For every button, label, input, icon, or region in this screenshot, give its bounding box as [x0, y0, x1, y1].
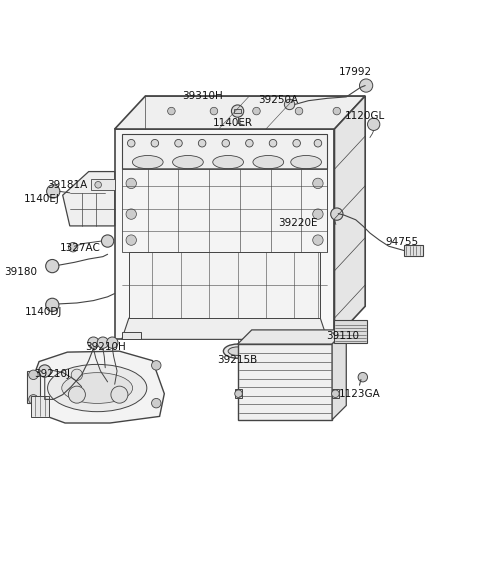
- Circle shape: [198, 140, 206, 147]
- Circle shape: [126, 178, 136, 189]
- Circle shape: [235, 390, 242, 397]
- Text: 1327AC: 1327AC: [60, 243, 101, 253]
- Polygon shape: [31, 351, 164, 423]
- Text: 39210J: 39210J: [34, 369, 70, 379]
- Bar: [91, 178, 115, 190]
- Circle shape: [312, 235, 323, 245]
- Bar: [404, 245, 423, 256]
- Circle shape: [88, 337, 99, 348]
- Circle shape: [252, 107, 260, 115]
- Circle shape: [95, 181, 101, 188]
- Text: 39180: 39180: [5, 267, 37, 277]
- Circle shape: [111, 386, 128, 403]
- Ellipse shape: [173, 156, 204, 169]
- Bar: [129, 252, 320, 318]
- Circle shape: [295, 107, 303, 115]
- Circle shape: [29, 394, 38, 404]
- Circle shape: [368, 118, 380, 131]
- Ellipse shape: [132, 156, 163, 169]
- Ellipse shape: [62, 373, 132, 404]
- Circle shape: [128, 140, 135, 147]
- Circle shape: [46, 298, 59, 311]
- Circle shape: [47, 185, 60, 198]
- Polygon shape: [27, 371, 40, 403]
- Text: 1123GA: 1123GA: [338, 389, 380, 398]
- Circle shape: [331, 208, 343, 220]
- Circle shape: [168, 107, 175, 115]
- Ellipse shape: [213, 156, 243, 169]
- Polygon shape: [309, 332, 327, 339]
- Text: 39110: 39110: [326, 331, 359, 341]
- Circle shape: [312, 209, 323, 219]
- Ellipse shape: [48, 364, 147, 412]
- Polygon shape: [235, 389, 242, 398]
- Circle shape: [293, 140, 300, 147]
- Polygon shape: [122, 318, 327, 339]
- Ellipse shape: [228, 347, 247, 356]
- Polygon shape: [115, 96, 365, 129]
- Text: 1140EJ: 1140EJ: [24, 194, 60, 204]
- Circle shape: [152, 398, 161, 408]
- Ellipse shape: [253, 156, 284, 169]
- Text: 94755: 94755: [385, 238, 419, 247]
- Circle shape: [314, 140, 322, 147]
- Bar: [335, 320, 367, 343]
- Circle shape: [210, 107, 218, 115]
- Polygon shape: [122, 332, 141, 339]
- Circle shape: [68, 242, 78, 252]
- Text: 39310H: 39310H: [182, 91, 223, 101]
- Bar: [122, 134, 327, 169]
- Ellipse shape: [291, 156, 322, 169]
- Text: 39181A: 39181A: [48, 180, 87, 190]
- Circle shape: [312, 178, 323, 189]
- Polygon shape: [332, 330, 346, 420]
- Text: 39220E: 39220E: [278, 218, 318, 227]
- Circle shape: [269, 140, 277, 147]
- Polygon shape: [238, 330, 346, 344]
- Circle shape: [246, 140, 253, 147]
- Bar: [122, 169, 327, 252]
- Circle shape: [38, 365, 51, 377]
- Text: 39215B: 39215B: [217, 355, 258, 365]
- Polygon shape: [63, 172, 115, 226]
- Circle shape: [126, 209, 136, 219]
- Text: 1140ER: 1140ER: [213, 118, 253, 128]
- Bar: [31, 396, 49, 417]
- Polygon shape: [238, 344, 332, 420]
- Text: 17992: 17992: [339, 67, 372, 78]
- Circle shape: [126, 235, 136, 245]
- Circle shape: [151, 140, 159, 147]
- Circle shape: [107, 337, 118, 348]
- Ellipse shape: [223, 344, 252, 359]
- Polygon shape: [115, 129, 335, 339]
- Circle shape: [101, 235, 114, 247]
- Circle shape: [231, 105, 244, 117]
- Circle shape: [71, 369, 83, 380]
- Text: 39250A: 39250A: [258, 95, 298, 105]
- Circle shape: [358, 372, 368, 382]
- Circle shape: [29, 370, 38, 380]
- Text: 39210H: 39210H: [85, 343, 126, 352]
- Circle shape: [333, 107, 341, 115]
- Polygon shape: [332, 389, 339, 398]
- Polygon shape: [335, 96, 365, 339]
- Circle shape: [175, 140, 182, 147]
- Circle shape: [46, 259, 59, 272]
- Circle shape: [284, 99, 295, 109]
- Circle shape: [152, 361, 161, 370]
- Circle shape: [360, 79, 373, 92]
- Circle shape: [222, 140, 229, 147]
- Circle shape: [332, 390, 339, 397]
- Bar: [234, 109, 241, 113]
- Text: 1140DJ: 1140DJ: [25, 307, 62, 317]
- Circle shape: [68, 386, 85, 403]
- Circle shape: [97, 337, 108, 348]
- Text: 1120GL: 1120GL: [345, 111, 385, 121]
